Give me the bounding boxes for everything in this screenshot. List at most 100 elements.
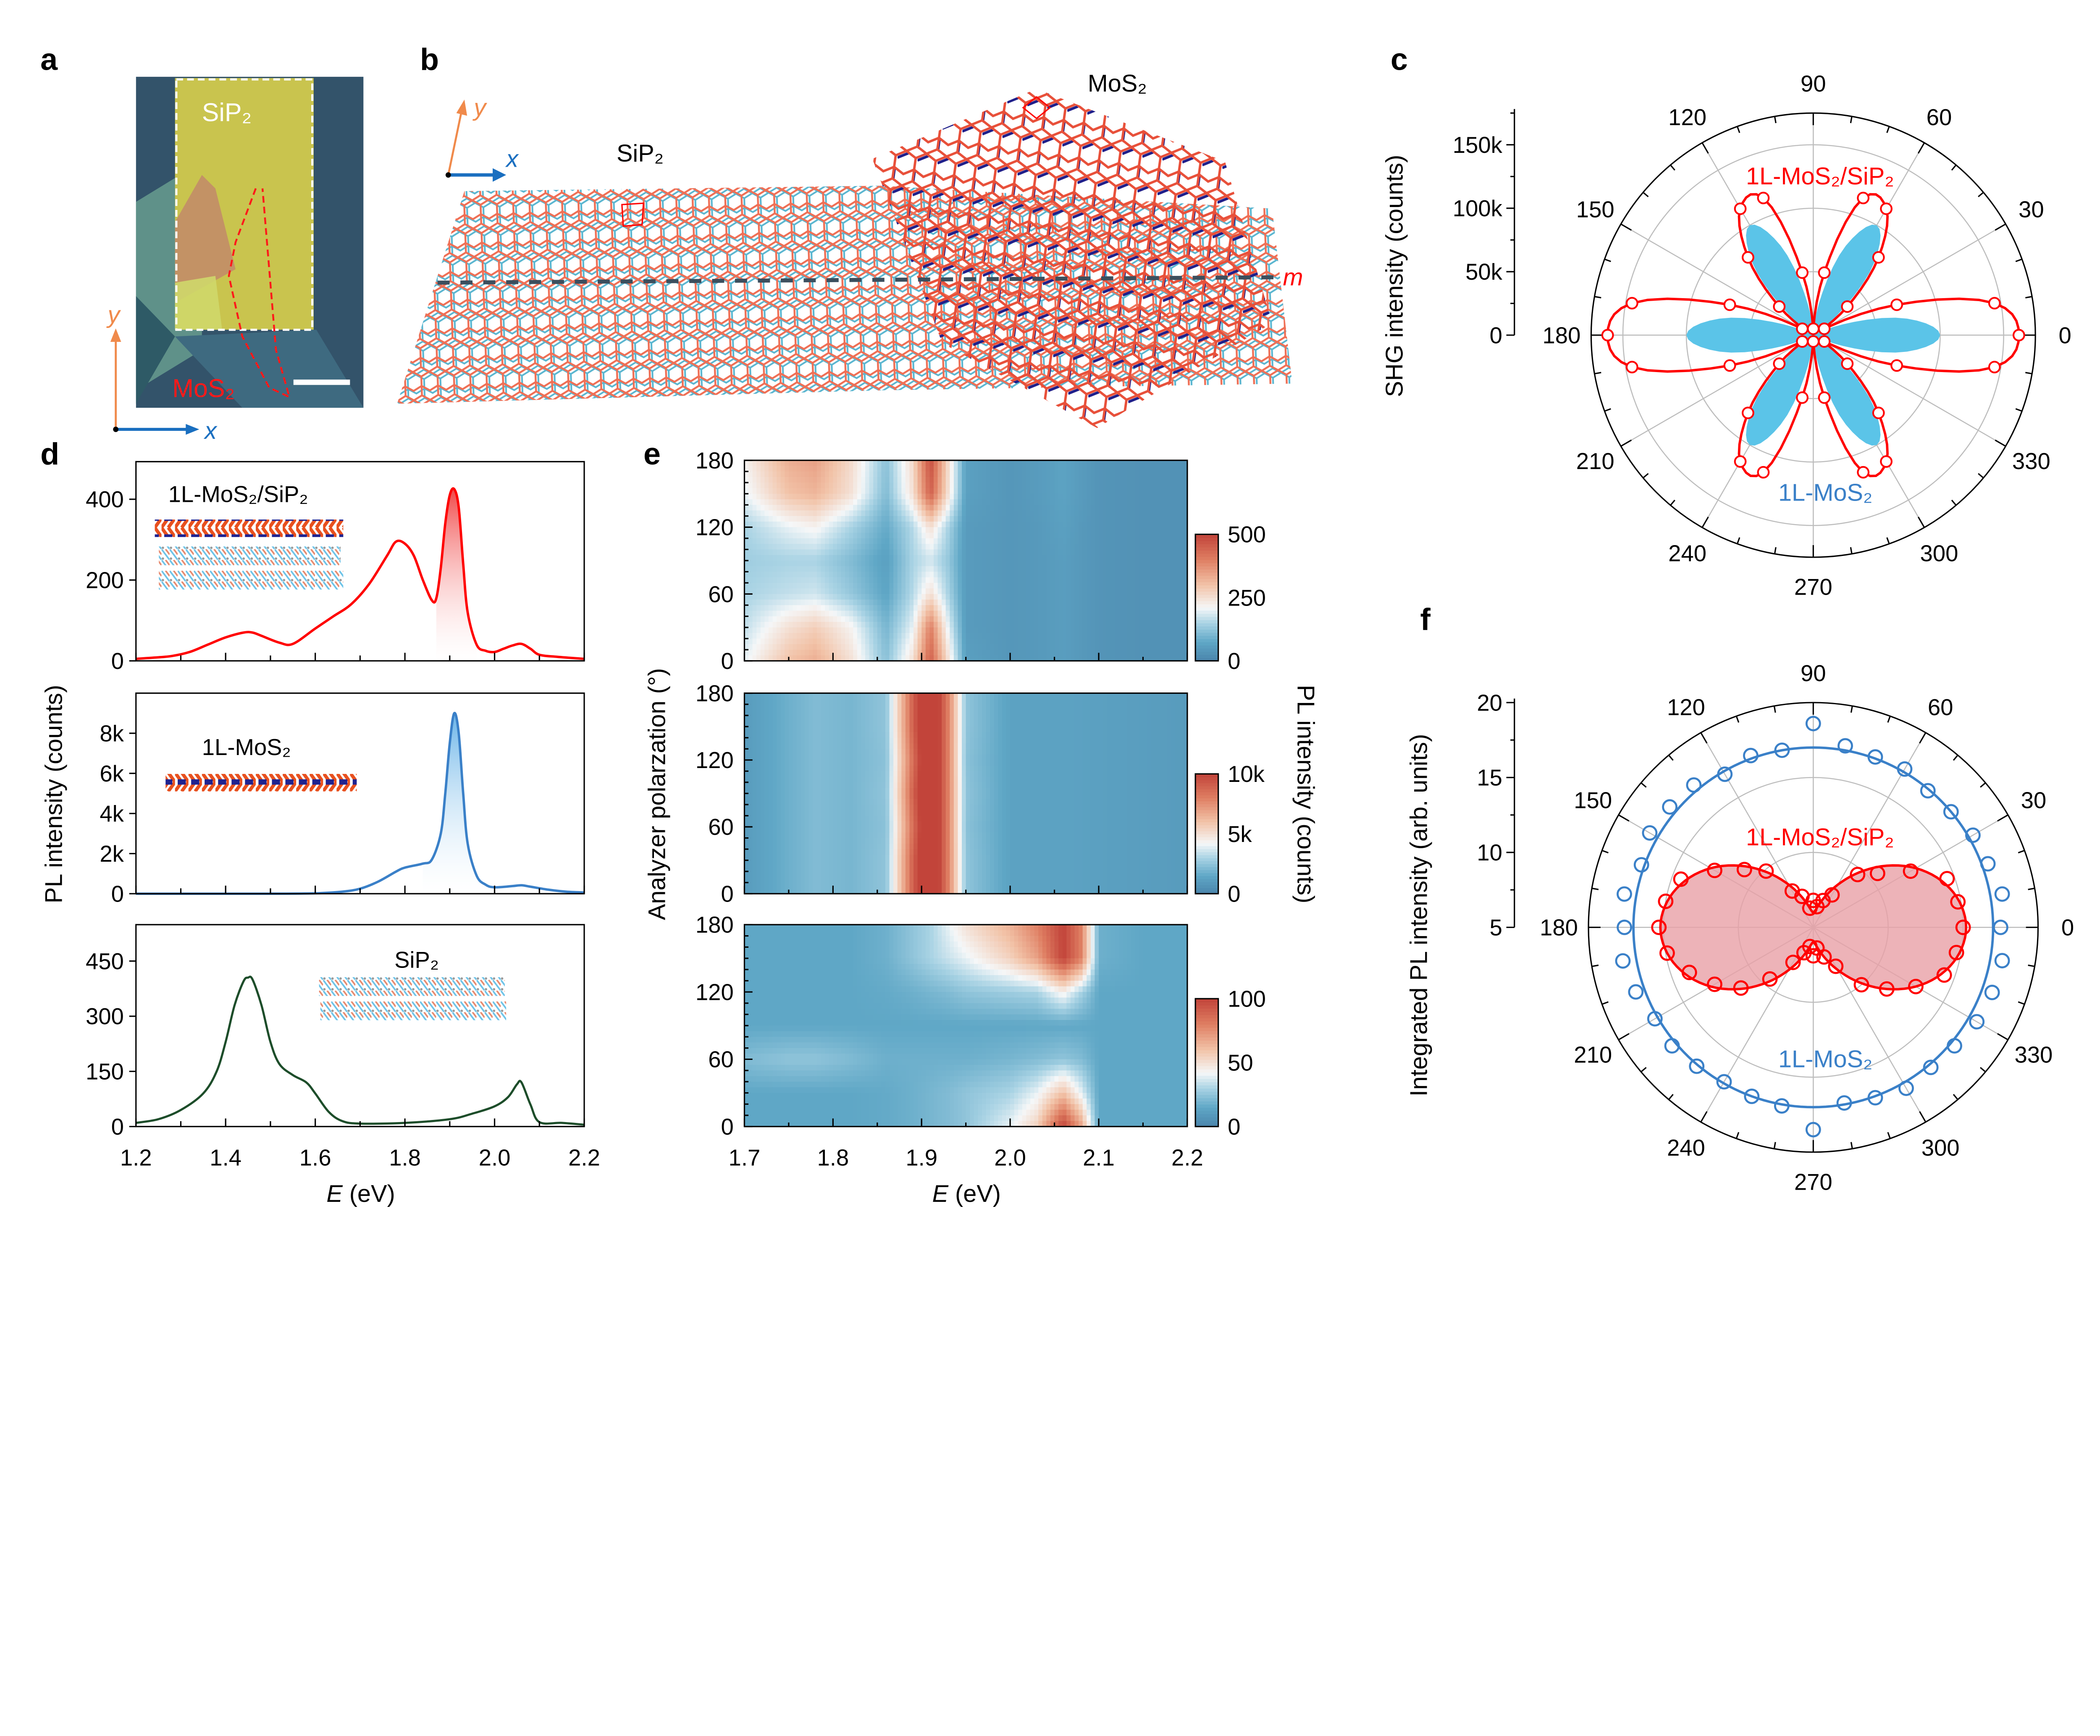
heatmap-cell [1167, 698, 1172, 705]
heatmap-cell [942, 488, 947, 495]
heatmap-cell [950, 522, 955, 528]
heatmap-cell [829, 611, 834, 617]
heatmap-cell [1010, 499, 1015, 506]
heatmap-cell [816, 471, 822, 478]
heatmap-cell [816, 638, 822, 645]
heatmap-cell [777, 605, 781, 611]
heatmap-cell [1050, 588, 1055, 595]
heatmap-cell [785, 693, 790, 700]
heatmap-cell [764, 477, 769, 483]
heatmap-cell [986, 594, 991, 601]
heatmap-cell [1155, 527, 1160, 533]
heatmap-cell [998, 466, 1003, 472]
heatmap-cell [813, 527, 818, 533]
heatmap-cell [962, 566, 966, 572]
heatmap-cell [942, 616, 947, 623]
heatmap-cell [1099, 538, 1103, 545]
heatmap-cell [764, 732, 769, 739]
heatmap-cell [752, 532, 757, 539]
heatmap-cell [917, 577, 922, 584]
heatmap-cell [929, 544, 934, 550]
heatmap-cell [1006, 732, 1011, 739]
heatmap-cell [925, 638, 930, 645]
heatmap-cell [764, 527, 769, 533]
heatmap-cell [865, 460, 870, 467]
heatmap-cell [873, 627, 878, 634]
heatmap-cell [1087, 583, 1092, 589]
heatmap-cell [1143, 698, 1148, 705]
heatmap-cell [1110, 698, 1116, 705]
heatmap-cell [849, 527, 854, 533]
colorbar-swatch [1195, 654, 1218, 658]
heatmap-cell [1123, 493, 1128, 500]
heatmap-cell [833, 698, 838, 705]
heatmap-cell [768, 577, 773, 584]
heatmap-cell [772, 633, 777, 639]
heatmap-cell [942, 505, 947, 511]
heatmap-cell [945, 726, 950, 733]
heatmap-cell [793, 493, 798, 500]
heatmap-cell [793, 544, 798, 550]
heatmap-cell [780, 527, 785, 533]
heatmap-cell [853, 460, 858, 467]
heatmap-cell [1062, 560, 1067, 567]
heatmap-cell [1147, 560, 1152, 567]
heatmap-cell [1034, 510, 1039, 517]
heatmap-cell [1002, 616, 1007, 623]
optical-micrograph [136, 76, 364, 408]
heatmap-cell [942, 544, 947, 550]
heatmap-cell [958, 611, 963, 617]
heatmap-cell [1014, 726, 1019, 733]
heatmap-cell [1002, 510, 1007, 517]
heatmap-cell [1062, 477, 1067, 483]
heatmap-cell [797, 732, 801, 739]
heatmap-cell [869, 710, 874, 716]
heatmap-cell [982, 544, 987, 550]
heatmap-cell [1171, 477, 1176, 483]
heatmap-cell [780, 499, 785, 506]
heatmap-cell [760, 522, 765, 528]
heatmap-cell [1131, 493, 1136, 500]
heatmap-cell [1107, 505, 1112, 511]
heatmap-cell [1058, 572, 1063, 578]
heatmap-cell [917, 638, 922, 645]
heatmap-cell [772, 655, 777, 661]
heatmap-cell [1054, 588, 1059, 595]
heatmap-cell [905, 577, 910, 584]
heatmap-cell [873, 488, 878, 495]
heatmap-cell [1002, 516, 1007, 522]
heatmap-cell [1062, 516, 1067, 522]
heatmap-cell [1183, 704, 1187, 711]
heatmap-cell [942, 715, 947, 722]
heatmap-cell [841, 477, 846, 483]
heatmap-cell [1107, 549, 1112, 556]
heatmap-cell [1050, 710, 1055, 716]
heatmap-cell [1034, 466, 1039, 472]
heatmap-cell [845, 505, 850, 511]
heatmap-cell [845, 577, 850, 584]
heatmap-cell [889, 583, 894, 589]
heatmap-cell [849, 488, 854, 495]
heatmap-cell [772, 605, 777, 611]
heatmap-cell [865, 544, 870, 550]
heatmap-cell [1010, 650, 1015, 656]
heatmap-cell [1102, 594, 1108, 601]
heatmap-cell [816, 555, 822, 561]
heatmap-cell [942, 721, 947, 727]
heatmap-cell [744, 577, 749, 584]
heatmap-cell [849, 594, 854, 601]
heatmap-cell [889, 726, 894, 733]
heatmap-cell [821, 633, 826, 639]
heatmap-cell [994, 732, 999, 739]
heatmap-cell [797, 549, 801, 556]
heatmap-cell [889, 698, 894, 705]
heatmap-cell [849, 572, 854, 578]
heatmap-cell [1082, 621, 1087, 628]
heatmap-cell [772, 493, 777, 500]
heatmap-cell [1102, 549, 1108, 556]
heatmap-cell [974, 715, 979, 722]
heatmap-cell [813, 538, 818, 545]
heatmap-cell [748, 460, 753, 467]
heatmap-cell [1099, 577, 1103, 584]
heatmap-cell [1107, 611, 1112, 617]
